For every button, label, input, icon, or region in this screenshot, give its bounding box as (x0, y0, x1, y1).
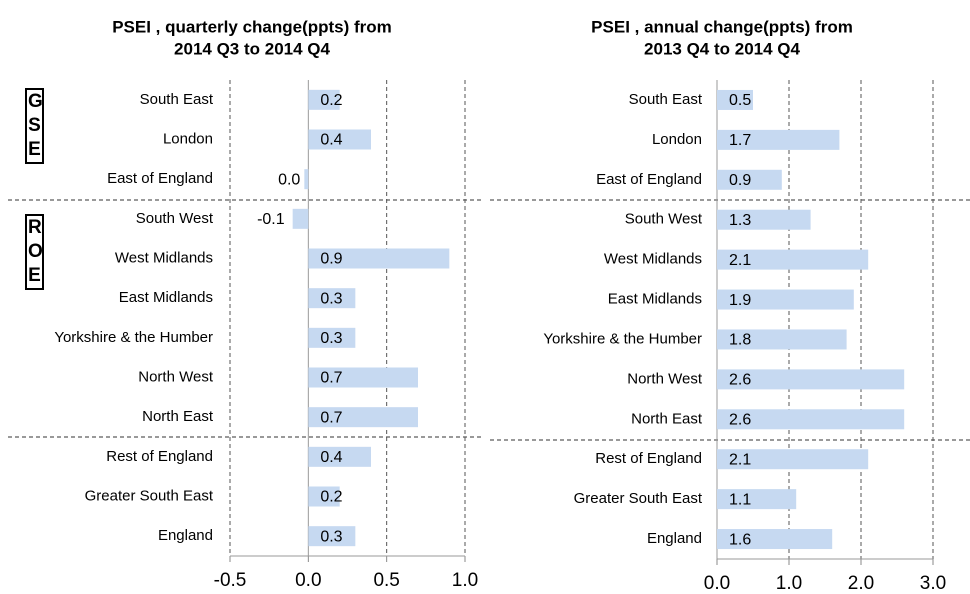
bar (717, 289, 854, 310)
chart-title: 2014 Q3 to 2014 Q4 (174, 39, 330, 58)
bar (308, 367, 418, 388)
category-label: Rest of England (595, 450, 702, 467)
bar (717, 329, 847, 350)
data-label: 1.6 (729, 531, 751, 548)
data-label: 0.3 (320, 528, 342, 545)
category-label: South East (140, 91, 214, 108)
x-tick-label: 0.0 (704, 573, 730, 594)
bar (717, 249, 869, 270)
bar (308, 526, 356, 547)
category-label: East of England (596, 171, 702, 188)
x-tick-label: 0.5 (373, 570, 399, 591)
data-label: 0.2 (320, 489, 342, 506)
bar (308, 129, 371, 150)
data-label: 0.5 (729, 92, 751, 109)
data-label: 0.3 (320, 290, 342, 307)
chart-title: PSEI , annual change(ppts) from (591, 17, 853, 36)
data-label: 1.3 (729, 212, 751, 229)
bar (304, 169, 309, 190)
data-label: 1.7 (729, 132, 751, 149)
bar (717, 449, 869, 470)
bar (717, 409, 905, 430)
bar (308, 89, 340, 110)
bar (308, 407, 418, 428)
data-label: 0.3 (320, 330, 342, 347)
category-label: Yorkshire & the Humber (543, 330, 702, 347)
data-label: 1.8 (729, 332, 751, 349)
category-label: England (647, 530, 702, 547)
bar (717, 369, 905, 390)
data-label: 0.7 (320, 409, 342, 426)
data-label: 1.1 (729, 491, 751, 508)
category-label: London (163, 130, 213, 147)
bar (717, 209, 811, 230)
category-label: South West (625, 211, 703, 228)
data-label: 0.0 (278, 171, 300, 188)
x-tick-label: 1.0 (452, 570, 478, 591)
data-label: 2.6 (729, 372, 751, 389)
category-label: Greater South East (574, 490, 703, 507)
x-tick-label: 3.0 (920, 573, 946, 594)
bar (308, 288, 356, 309)
category-label: East Midlands (119, 289, 213, 306)
bar (308, 486, 340, 507)
category-label: North West (138, 368, 214, 385)
category-label: West Midlands (115, 249, 213, 266)
bar (308, 446, 371, 467)
data-label: 0.2 (320, 92, 342, 109)
category-label: Greater South East (85, 487, 214, 504)
data-label: 0.4 (320, 132, 342, 149)
data-label: 2.1 (729, 451, 751, 468)
category-label: East of England (107, 170, 213, 187)
data-label: 0.9 (320, 251, 342, 268)
group-label: GSE (25, 88, 44, 164)
chart-title: PSEI , quarterly change(ppts) from (112, 17, 392, 36)
category-label: West Midlands (604, 251, 702, 268)
category-label: London (652, 131, 702, 148)
x-tick-label: 1.0 (776, 573, 802, 594)
bar (308, 248, 450, 269)
bar (717, 529, 833, 550)
bar (717, 169, 782, 190)
chart-title: 2013 Q4 to 2014 Q4 (644, 39, 800, 58)
category-label: South West (136, 210, 214, 227)
data-label: -0.1 (257, 211, 285, 228)
data-label: 0.9 (729, 172, 751, 189)
category-label: North West (627, 370, 703, 387)
x-tick-label: 0.0 (295, 570, 321, 591)
category-label: England (158, 527, 213, 544)
x-tick-label: 2.0 (848, 573, 874, 594)
x-tick-label: -0.5 (214, 570, 247, 591)
bar (308, 327, 356, 348)
bar (292, 208, 309, 229)
category-label: North East (142, 408, 214, 425)
bar (717, 89, 753, 110)
data-label: 0.7 (320, 370, 342, 387)
category-label: South East (629, 91, 703, 108)
bar (717, 129, 840, 150)
group-label: ROE (25, 214, 44, 290)
data-label: 2.1 (729, 252, 751, 269)
data-label: 2.6 (729, 412, 751, 429)
category-label: East Midlands (608, 291, 702, 308)
data-label: 1.9 (729, 292, 751, 309)
data-label: 0.4 (320, 449, 342, 466)
category-label: Yorkshire & the Humber (54, 329, 213, 346)
category-label: Rest of England (106, 448, 213, 465)
bar (717, 489, 797, 510)
category-label: North East (631, 410, 703, 427)
